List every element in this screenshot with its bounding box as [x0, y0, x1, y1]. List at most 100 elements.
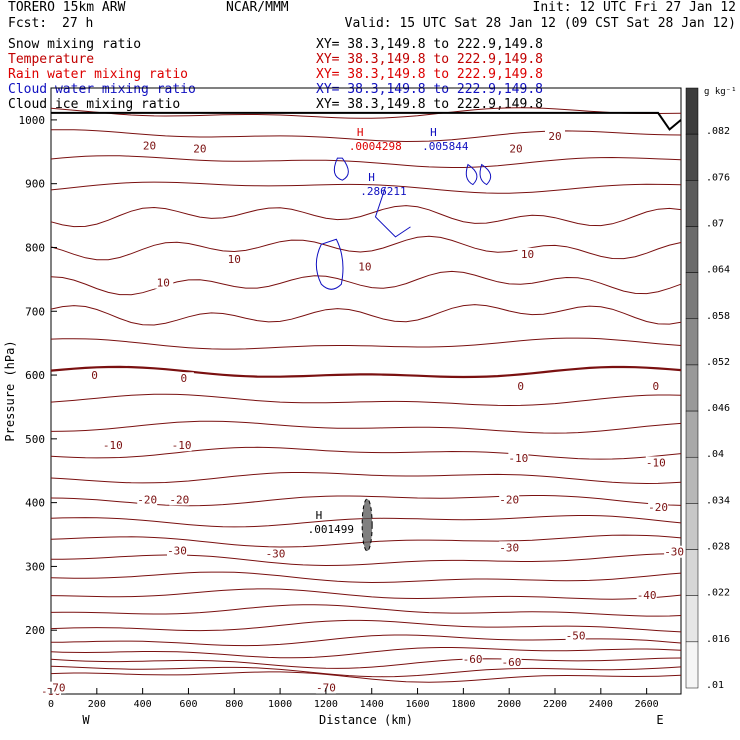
- cloud-water-contour-3: [479, 163, 492, 186]
- header-init: Init: 12 UTC Fri 27 Jan 12: [532, 0, 737, 15]
- x-axis-label: Distance (km): [319, 713, 413, 727]
- isotherm-line-20: [50, 270, 682, 296]
- cloud-water-contour-1: [333, 157, 349, 181]
- axis-end-west: W: [82, 713, 90, 727]
- temperature-label-1: -70: [46, 682, 66, 695]
- field-xy-1: XY= 38.3,149.8 to 222.9,149.8: [316, 52, 543, 67]
- temperature-label-8: -30: [266, 548, 286, 561]
- cloud-water-contour-0: [315, 238, 344, 290]
- temperature-label-bg-11: [137, 493, 158, 506]
- cloud-ice-contour: [361, 498, 373, 552]
- temperature-label-bg-5: [565, 629, 586, 642]
- y-axis-label: Pressure (hPa): [3, 340, 17, 441]
- colorbar-tick-11: .016: [706, 634, 730, 645]
- isotherm-line-7: [50, 588, 682, 600]
- temperature-label-bg-22: [645, 379, 666, 392]
- field-xy-4: XY= 38.3,149.8 to 222.9,149.8: [316, 97, 543, 112]
- isotherm-line-6: [50, 604, 682, 617]
- colorbar-tick-4: .058: [706, 311, 730, 322]
- field-name-4: Cloud ice mixing ratio: [8, 97, 180, 112]
- colorbar-tick-9: .028: [706, 542, 730, 553]
- header-model: TORERO 15km ARW: [8, 0, 126, 15]
- colorbar-swatch-5: [685, 318, 699, 366]
- colorbar-tick-3: .064: [706, 265, 730, 276]
- colorbar-unit: g kg⁻¹: [704, 87, 737, 97]
- isotherm-line-25: [50, 129, 682, 143]
- x-tick-label-7: 1400: [360, 699, 384, 710]
- temperature-label-bg-13: [499, 493, 520, 506]
- temperature-label-25: 10: [358, 261, 371, 274]
- temperature-label-4: -60: [502, 656, 522, 669]
- colorbar-swatch-0: [685, 87, 699, 135]
- temperature-label-6: -40: [637, 589, 657, 602]
- temperature-label-bg-26: [517, 247, 538, 260]
- x-tick-label-13: 2600: [635, 699, 659, 710]
- temperature-label-18: -10: [646, 456, 666, 469]
- colorbar-swatch-12: [685, 641, 699, 689]
- temperature-label-19: 0: [91, 369, 98, 382]
- field-name-1: Temperature: [8, 52, 94, 67]
- extremum-marker-0: H: [316, 509, 323, 522]
- x-tick-label-1: 200: [88, 699, 106, 710]
- temperature-label-bg-17: [508, 451, 529, 464]
- temperature-label-bg-7: [167, 544, 187, 557]
- y-tick-label-3: 500: [25, 433, 45, 446]
- extremum-marker-3: H: [430, 126, 437, 139]
- y-tick-label-7: 900: [25, 178, 45, 191]
- cloud-ice-shading: [362, 498, 373, 551]
- y-tick-label-4: 600: [25, 369, 45, 382]
- isotherm-line-9: [51, 553, 681, 567]
- temperature-label-bg-3: [462, 652, 483, 665]
- temperature-label-9: -30: [499, 541, 519, 554]
- isotherm-line-21: [50, 235, 682, 261]
- temperature-label-13: -20: [499, 493, 519, 506]
- y-tick-label-1: 300: [25, 560, 45, 573]
- colorbar-swatch-6: [685, 364, 699, 412]
- temperature-label-21: 0: [517, 380, 524, 393]
- field-name-0: Snow mixing ratio: [8, 37, 141, 52]
- temperature-label-bg-25: [354, 260, 375, 273]
- temperature-label-bg-18: [645, 456, 666, 469]
- colorbar-tick-0: .082: [706, 126, 730, 137]
- y-tick-label-0: 200: [25, 624, 45, 637]
- colorbar-tick-1: .076: [706, 172, 730, 183]
- temperature-label-bg-28: [189, 142, 210, 155]
- field-xy-2: XY= 38.3,149.8 to 222.9,149.8: [316, 67, 543, 82]
- temperature-label-bg-12: [169, 493, 190, 506]
- isotherm-line-19: [50, 304, 682, 326]
- y-tick-label-2: 400: [25, 497, 45, 510]
- colorbar-tick-7: .04: [706, 449, 724, 460]
- extremum-value-1: .286211: [360, 185, 406, 198]
- header-fcst-label: Fcst:: [8, 16, 48, 31]
- temperature-label-22: 0: [652, 380, 659, 393]
- plot-frame: [50, 87, 682, 695]
- colorbar-swatch-8: [685, 456, 699, 504]
- temperature-label-16: -10: [172, 439, 192, 452]
- isotherm-line-1: [50, 665, 682, 678]
- isotherm-line-26: [50, 107, 682, 119]
- temperature-label-bg-14: [648, 501, 669, 514]
- temperature-label-29: 20: [509, 143, 522, 156]
- colorbar-swatch-3: [685, 226, 699, 273]
- colorbar-swatch-7: [685, 410, 699, 458]
- temperature-label-26: 10: [521, 248, 534, 261]
- temperature-label-30: 20: [548, 130, 561, 143]
- extremum-value-2: .0004298: [349, 140, 402, 153]
- temperature-label-11: -20: [137, 493, 157, 506]
- colorbar-swatch-11: [685, 595, 699, 643]
- isotherm-line-3: [50, 647, 682, 659]
- isotherm-line-22: [50, 205, 682, 228]
- temperature-label-bg-21: [510, 379, 531, 392]
- x-tick-label-4: 800: [225, 699, 243, 710]
- cloud-water-contour-4: [374, 186, 411, 238]
- temperature-label-bg-16: [171, 439, 192, 452]
- temperature-label-bg-30: [545, 129, 565, 142]
- colorbar-tick-2: .07: [706, 218, 724, 229]
- extremum-value-3: .005844: [422, 140, 469, 153]
- temperature-label-bg-4: [501, 656, 522, 669]
- isotherm-line-24: [50, 155, 682, 168]
- extremum-marker-1: H: [368, 171, 375, 184]
- x-tick-label-6: 1200: [314, 699, 338, 710]
- temperature-label-bg-24: [224, 252, 245, 265]
